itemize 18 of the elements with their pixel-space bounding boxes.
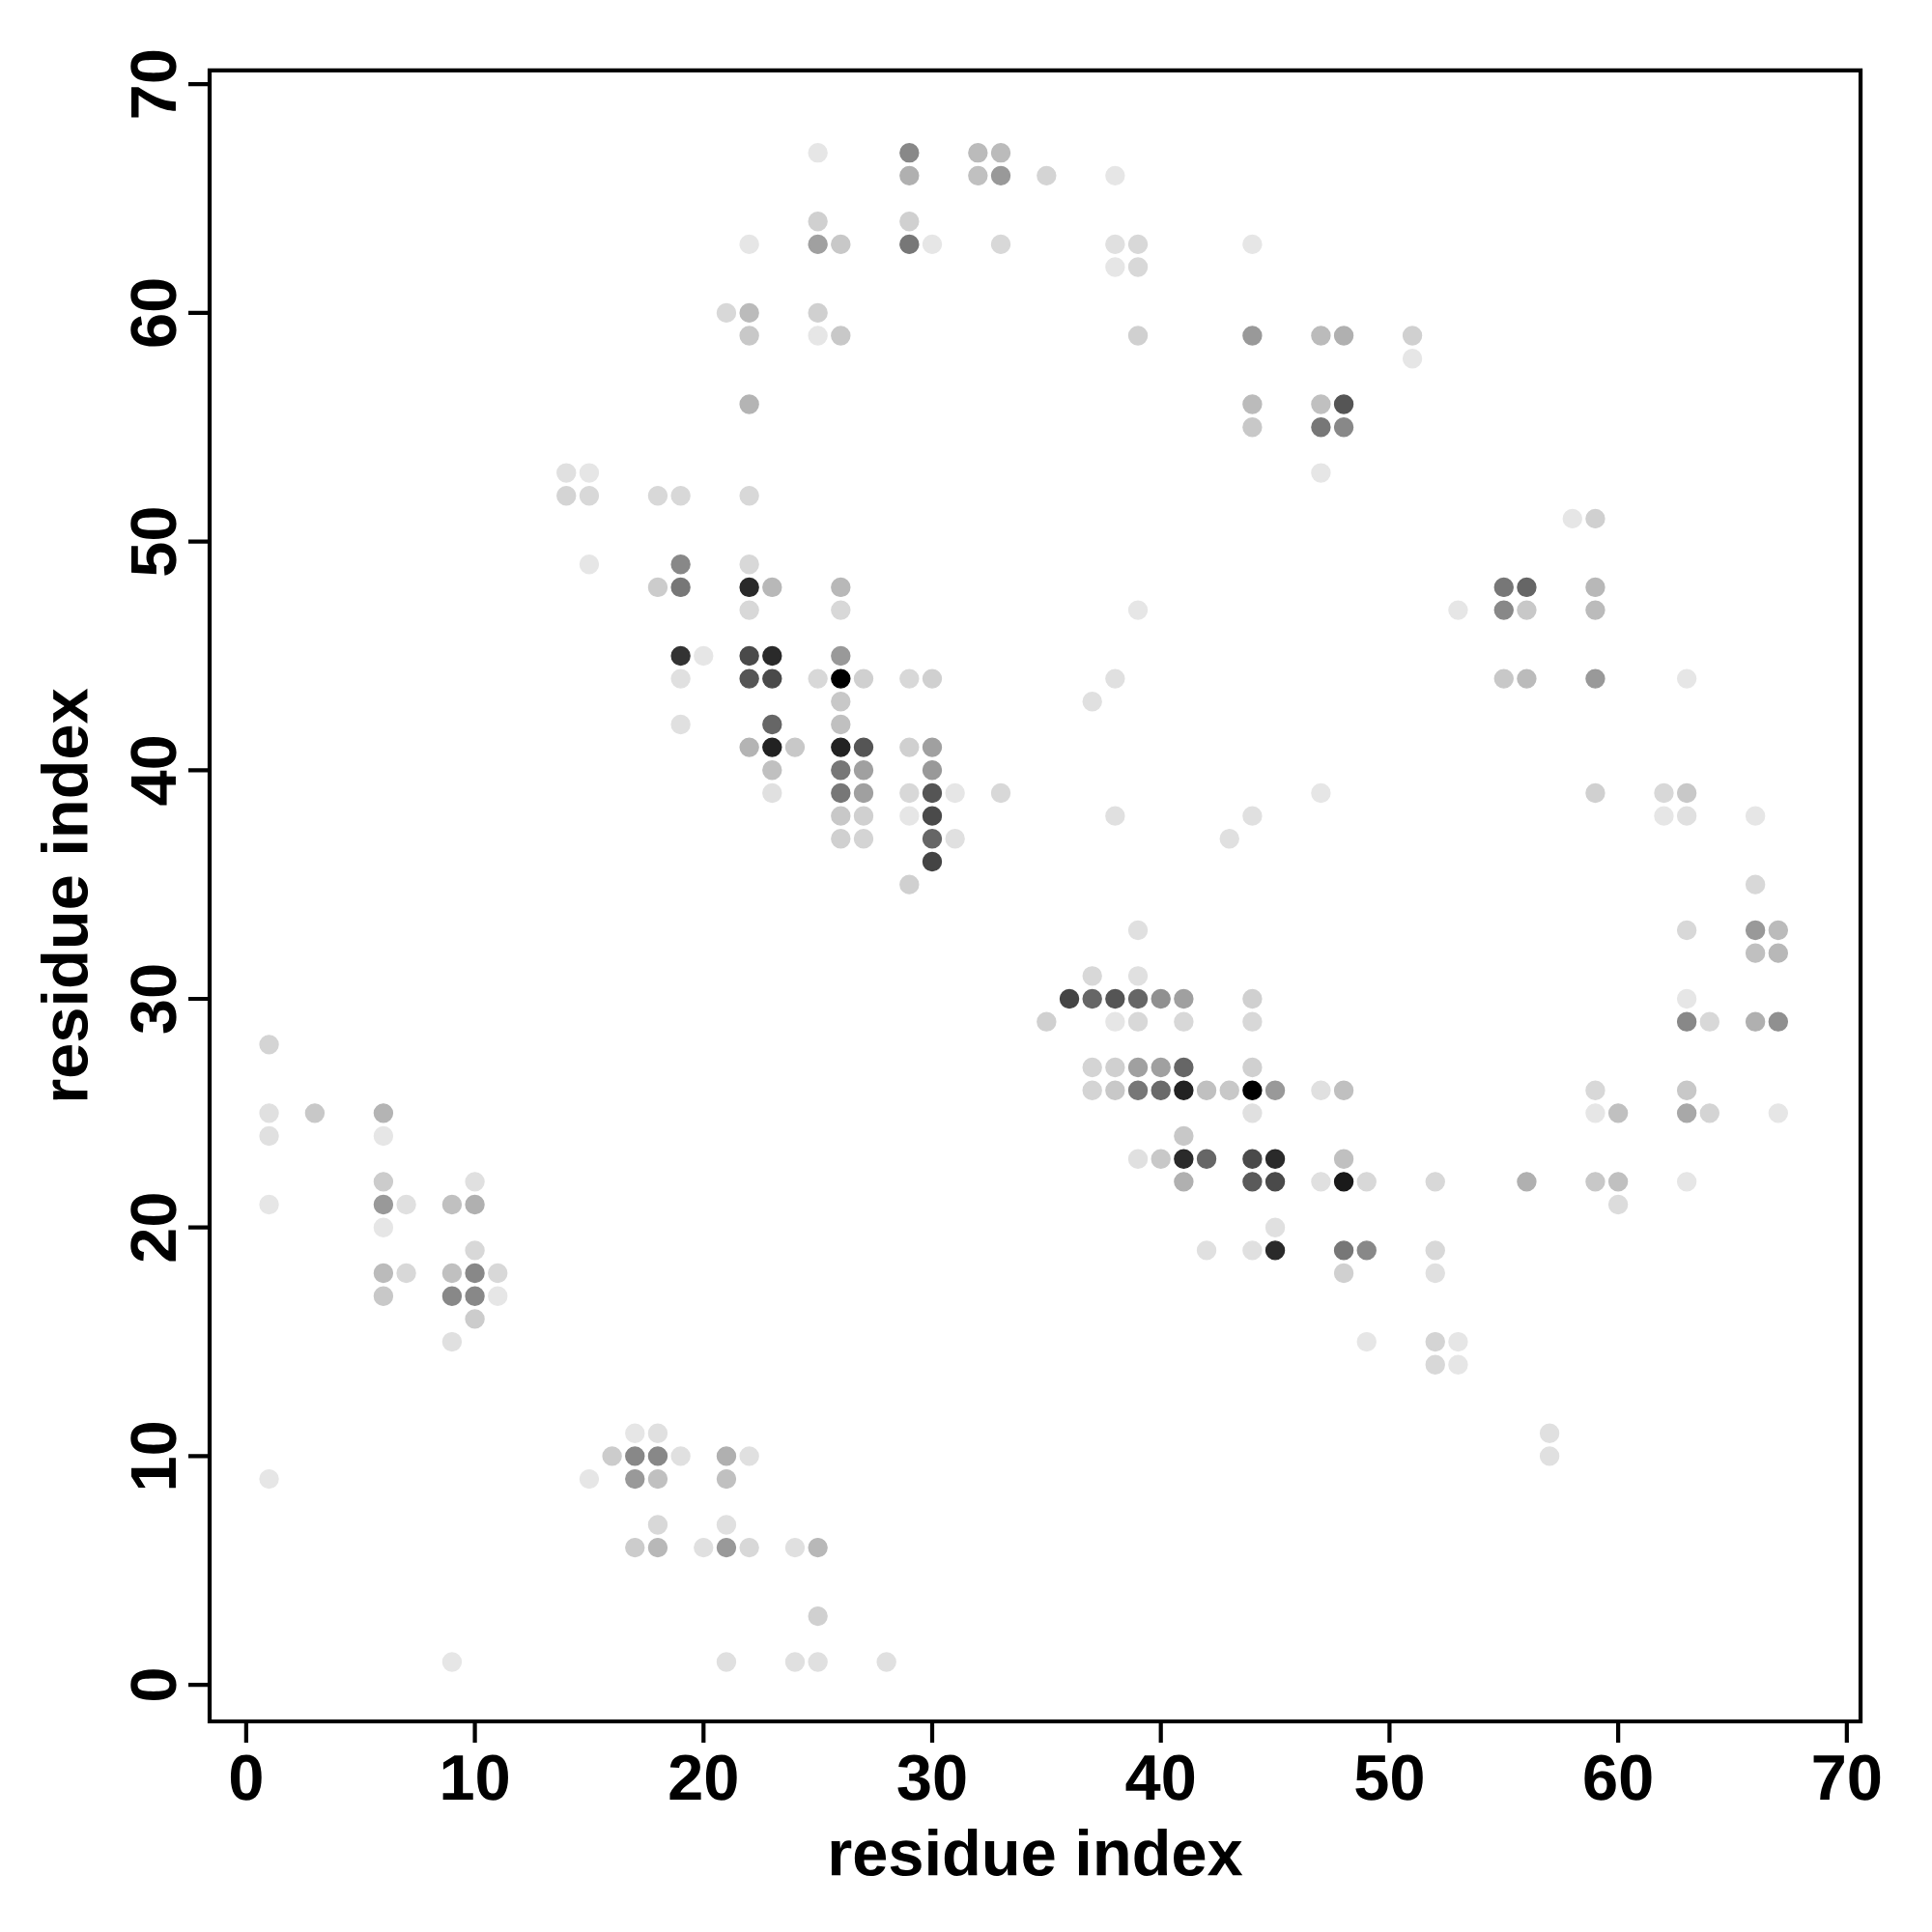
- x-axis-title: residue index: [831, 1828, 1243, 1876]
- y-tick-label: 0: [130, 1669, 177, 1701]
- y-tick-label: 10: [130, 1423, 177, 1489]
- y-tick-label: 20: [130, 1194, 177, 1262]
- y-tick-label: 70: [130, 50, 177, 118]
- y-tick-label: 30: [130, 965, 177, 1034]
- y-axis-title: residue index: [41, 688, 89, 1100]
- x-tick-label: 10: [442, 1754, 508, 1801]
- x-tick-label: 60: [1584, 1754, 1652, 1801]
- y-tick-label: 50: [130, 508, 177, 576]
- x-tick-label: 70: [1813, 1754, 1881, 1801]
- x-tick-label: 40: [1125, 1754, 1195, 1801]
- y-tick-label: 40: [130, 736, 177, 806]
- x-tick-label: 30: [897, 1754, 966, 1801]
- x-tick-label: 0: [230, 1754, 262, 1801]
- x-tick-label: 20: [669, 1754, 737, 1801]
- x-tick-label: 50: [1355, 1754, 1423, 1801]
- y-tick-label: 60: [130, 279, 177, 347]
